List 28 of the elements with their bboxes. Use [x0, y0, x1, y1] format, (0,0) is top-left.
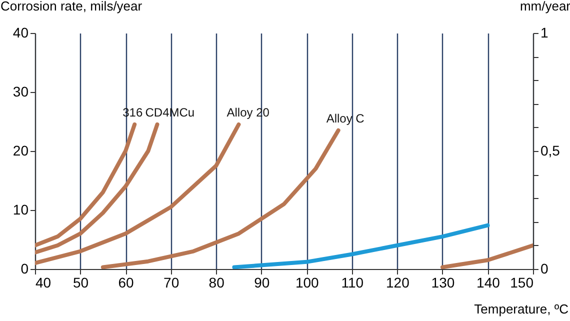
line-series	[35, 122, 137, 248]
line-series	[35, 122, 241, 266]
y2-tick-label: 0,5	[540, 142, 560, 158]
x-tick-label: 80	[208, 274, 225, 290]
x-tick-label: 100	[295, 274, 320, 290]
y-tick-label: 0	[20, 260, 29, 276]
y-axis-title: Corrosion rate, mils/year	[0, 0, 143, 14]
x-tick-label: 40	[36, 274, 52, 290]
x-tick-label: 70	[164, 274, 180, 290]
line-series	[35, 122, 160, 254]
x-tick-label: 110	[341, 274, 364, 290]
y2-axis-title: mm/year	[520, 0, 570, 14]
x-tick-label: 140	[476, 274, 500, 290]
y2-tick-label: 0	[540, 260, 548, 276]
x-tick-label: 130	[431, 274, 455, 290]
x-tick-label: 90	[254, 274, 270, 290]
y-tick-label: 20	[12, 142, 29, 158]
line-series	[100, 128, 340, 269]
y-tick-label: 10	[12, 202, 29, 218]
x-tick-label: 120	[386, 274, 410, 290]
y-tick-label: 30	[12, 84, 29, 100]
x-tick-label: 60	[118, 274, 134, 290]
y2-tick-label: 1	[540, 24, 548, 40]
line-series	[232, 223, 490, 269]
x-tick-label: 150	[510, 274, 534, 290]
y-tick-label: 40	[12, 24, 29, 40]
x-tick-label: 50	[72, 274, 89, 290]
x-axis-title: Temperature, ºC	[474, 302, 568, 316]
